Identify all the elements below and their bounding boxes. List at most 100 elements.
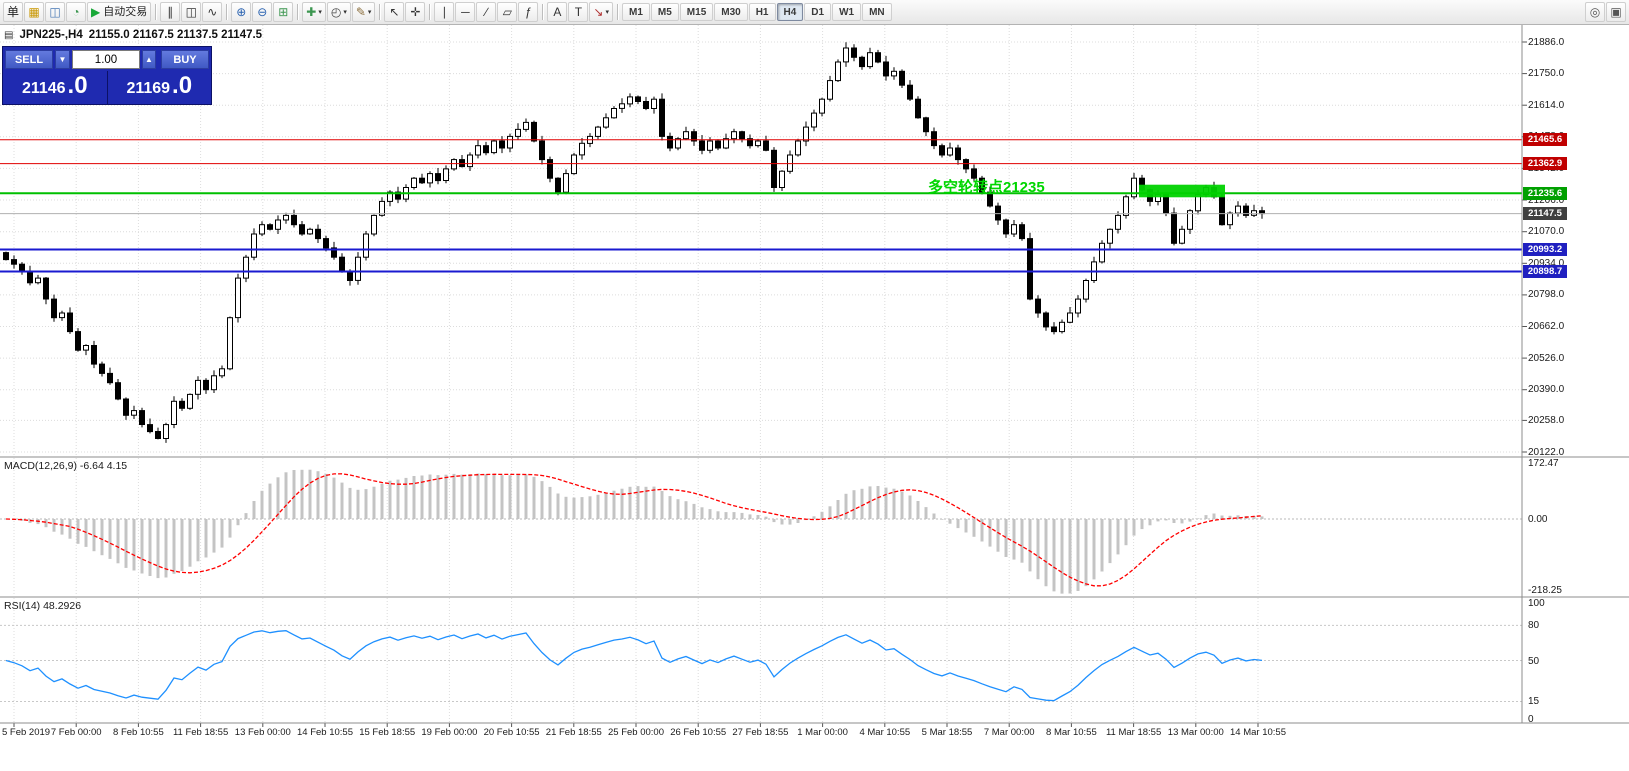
time-axis-label: 7 Feb 00:00 xyxy=(50,727,102,738)
caret-down-icon: ▾ xyxy=(318,8,322,16)
timeframe-M30[interactable]: M30 xyxy=(714,3,748,21)
line-chart-icon[interactable]: ∿ xyxy=(202,2,223,22)
cursor-icon-glyph: ↖ xyxy=(389,5,400,19)
tile-windows-icon[interactable]: ⊞ xyxy=(273,2,294,22)
buy-price-button[interactable]: 21169.0 xyxy=(106,71,212,104)
price-level-badge: 20898.7 xyxy=(1523,264,1567,278)
tile-windows-icon-glyph: ⊞ xyxy=(278,5,289,19)
rsi-axis-label: 100 xyxy=(1528,598,1545,609)
time-axis-label: 21 Feb 18:55 xyxy=(545,727,602,738)
zoom-out-icon-glyph: ⊖ xyxy=(257,5,268,19)
chart-ohlc-values: 21155.0 21167.5 21137.5 21147.5 xyxy=(88,29,263,41)
time-axis-label: 7 Mar 00:00 xyxy=(983,727,1035,738)
arrows-icon-glyph: ↘ xyxy=(593,5,604,19)
periods-icon[interactable]: ◴ ▾ xyxy=(326,2,351,22)
timeframe-W1[interactable]: W1 xyxy=(832,3,862,21)
price-tick: 20934.0 xyxy=(1528,257,1565,269)
toolbar-separator xyxy=(379,4,381,20)
macd-signal-line xyxy=(5,473,1263,587)
price-level-badge: 21235.6 xyxy=(1523,186,1567,200)
price-level-badge: 21465.6 xyxy=(1523,133,1567,147)
price-level-badge: 20993.2 xyxy=(1523,243,1567,256)
new-order-button[interactable]: 单 xyxy=(3,2,24,22)
text-icon[interactable]: A xyxy=(547,2,568,22)
time-axis-label: 5 Feb 2019 xyxy=(2,727,51,738)
sell-button[interactable]: SELL xyxy=(5,50,53,69)
grid xyxy=(0,25,1527,727)
time-axis-label: 25 Feb 00:00 xyxy=(608,727,664,738)
pane-dividers xyxy=(0,24,1629,724)
indicators-icon-glyph: ✚ xyxy=(306,5,317,19)
timeframe-D1[interactable]: D1 xyxy=(804,3,832,21)
time-axis-label: 27 Feb 18:55 xyxy=(732,727,789,738)
bar-chart-icon[interactable]: ∥ xyxy=(160,2,181,22)
fibonacci-icon[interactable]: ƒ xyxy=(518,2,539,22)
arrows-icon[interactable]: ↘ ▾ xyxy=(589,2,613,22)
chat-icon[interactable]: ▣ xyxy=(1606,2,1626,22)
crosshair-icon-glyph: ✛ xyxy=(410,5,421,19)
macd-pane xyxy=(0,469,1522,594)
templates-icon[interactable]: ✎ ▾ xyxy=(351,2,376,22)
horizontal-line-icon-glyph: ─ xyxy=(461,5,470,19)
vertical-line-icon[interactable]: ∣ xyxy=(434,2,455,22)
profiles-icon[interactable]: ◫ xyxy=(45,2,66,22)
sell-price-frac: .0 xyxy=(67,72,88,99)
buy-button[interactable]: BUY xyxy=(161,50,209,69)
new-order-glyph: 单 xyxy=(7,5,20,19)
sell-price-main: 21146 xyxy=(21,80,66,97)
rsi-indicator-label: RSI(14) 48.2926 xyxy=(4,600,82,612)
periods-icon-glyph: ◴ xyxy=(330,5,342,19)
timeframe-M15[interactable]: M15 xyxy=(679,3,714,21)
magnifier-icon[interactable]: ◎ xyxy=(1585,2,1605,22)
horizontal-line-icon[interactable]: ─ xyxy=(455,2,476,22)
one-click-trading-panel: SELL ▼ ▲ BUY 21146.0 21169.0 xyxy=(2,46,212,105)
text-label-icon[interactable]: T xyxy=(568,2,589,22)
chart-annotation-text: 多空轮转点21235 xyxy=(928,179,1045,196)
price-tick: 21614.0 xyxy=(1528,99,1565,111)
zoom-in-icon[interactable]: ⊕ xyxy=(231,2,252,22)
toolbar-right-group: ◎ ▣ xyxy=(1585,2,1626,22)
profiles-icon-glyph: ◫ xyxy=(49,5,61,19)
equidistant-channel-icon[interactable]: ▱ xyxy=(497,2,518,22)
timeframe-M5[interactable]: M5 xyxy=(650,3,679,21)
order-options-dropdown[interactable]: ▼ xyxy=(55,50,70,69)
time-axis-label: 19 Feb 00:00 xyxy=(421,727,478,738)
bar-chart-icon-glyph: ∥ xyxy=(167,5,174,19)
rsi-axis-label: 0 xyxy=(1528,714,1534,725)
rsi-line xyxy=(5,630,1263,702)
one-click-prices: 21146.0 21169.0 xyxy=(3,71,211,104)
price-tick: 20798.0 xyxy=(1528,289,1565,301)
new-chart-icon-glyph: ▦ xyxy=(28,5,40,19)
timeframe-MN[interactable]: MN xyxy=(862,3,892,21)
volume-stepper[interactable]: ▲ xyxy=(142,50,156,69)
price-tick: 20662.0 xyxy=(1528,320,1565,332)
time-axis-label: 14 Feb 10:55 xyxy=(297,727,353,738)
rsi-axis-label: 15 xyxy=(1528,696,1540,708)
time-axis-label: 13 Feb 00:00 xyxy=(234,727,291,738)
macd-axis-label: -218.25 xyxy=(1528,584,1562,596)
candlestick-icon-glyph: ◫ xyxy=(185,5,197,19)
timeframe-H4[interactable]: H4 xyxy=(776,3,804,21)
price-tick: 20390.0 xyxy=(1528,384,1565,396)
crosshair-icon[interactable]: ✛ xyxy=(405,2,426,22)
indicators-icon[interactable]: ✚ ▾ xyxy=(302,2,326,22)
cursor-icon[interactable]: ↖ xyxy=(384,2,405,22)
volume-input[interactable] xyxy=(72,50,140,69)
data-window-icon-glyph: ◔ xyxy=(72,5,80,19)
candlestick-icon[interactable]: ◫ xyxy=(181,2,202,22)
auto-trading-glyph: ▶ xyxy=(91,5,101,19)
caret-down-icon: ▾ xyxy=(343,8,347,16)
toolbar-separator xyxy=(226,4,228,20)
timeframe-H1[interactable]: H1 xyxy=(748,3,776,21)
data-window-icon[interactable]: ◔ xyxy=(66,2,87,22)
new-chart-icon[interactable]: ▦ xyxy=(24,2,45,22)
vertical-line-icon-glyph: ∣ xyxy=(441,5,448,19)
trendline-icon-glyph: ∕ xyxy=(485,5,488,19)
trendline-icon[interactable]: ∕ xyxy=(476,2,497,22)
timeframe-M1[interactable]: M1 xyxy=(621,3,650,21)
fibonacci-icon-glyph: ƒ xyxy=(525,5,532,19)
zoom-out-icon[interactable]: ⊖ xyxy=(252,2,273,22)
auto-trading-button[interactable]: ▶ 自动交易 xyxy=(87,2,152,22)
sell-price-button[interactable]: 21146.0 xyxy=(3,71,107,104)
